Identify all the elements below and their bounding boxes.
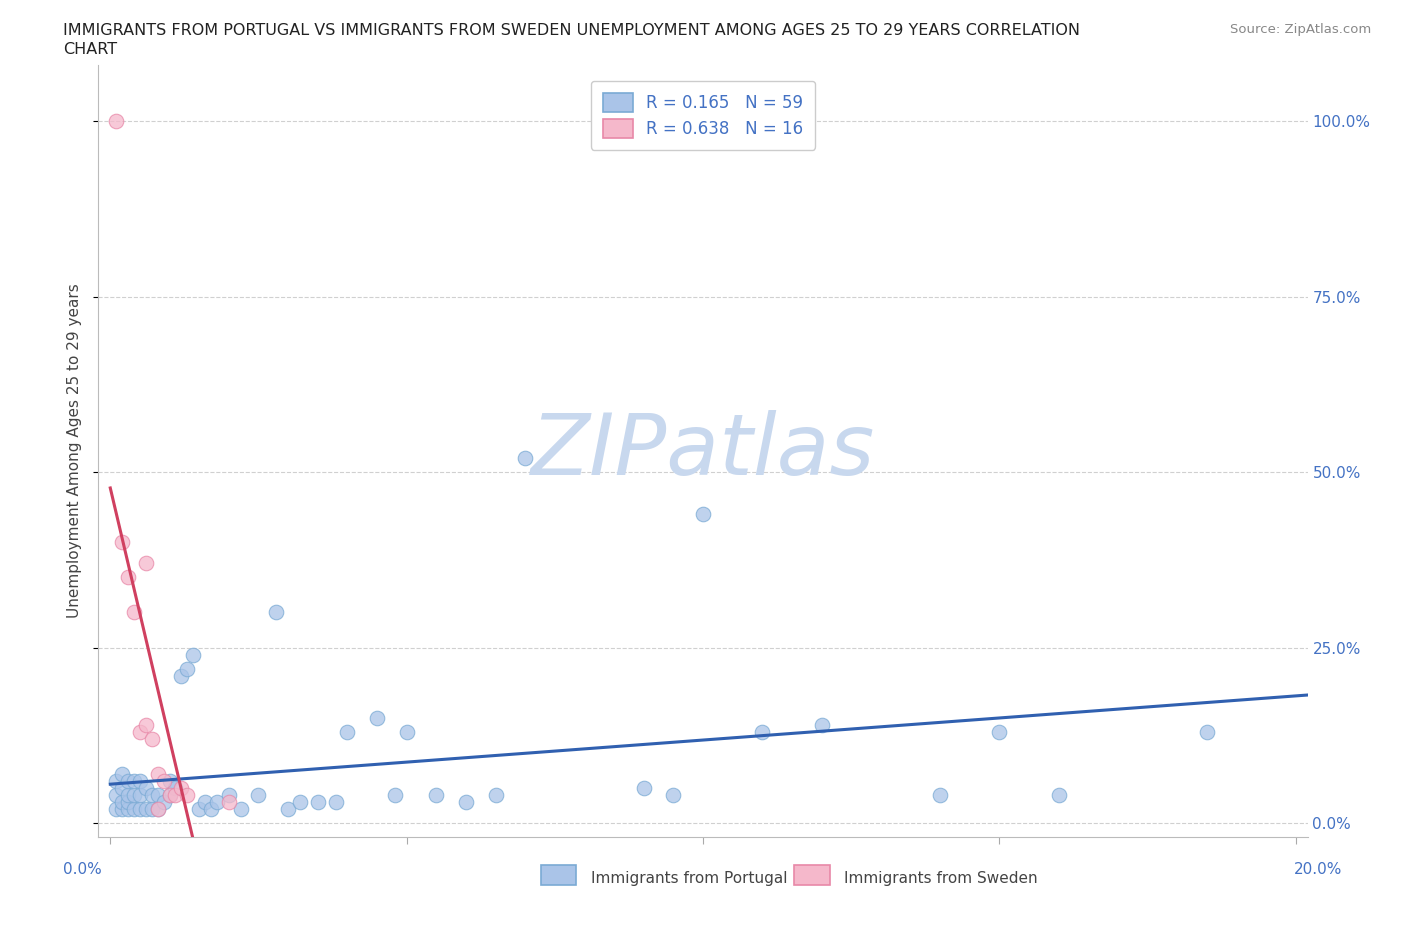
Text: ZIPatlas: ZIPatlas — [531, 409, 875, 493]
Point — [288, 794, 311, 809]
Point — [105, 788, 128, 803]
Point — [633, 780, 655, 795]
Point — [454, 794, 477, 809]
Point — [117, 802, 139, 817]
Point — [366, 711, 388, 725]
Point — [176, 661, 198, 676]
Point — [122, 774, 145, 789]
Point — [247, 788, 270, 803]
Point — [105, 113, 128, 128]
Text: 20.0%: 20.0% — [1295, 862, 1343, 877]
Point — [218, 788, 240, 803]
Point — [111, 766, 134, 781]
Point — [135, 556, 157, 571]
Point — [810, 717, 832, 732]
Text: Immigrants from Portugal: Immigrants from Portugal — [591, 871, 787, 886]
Point — [662, 788, 685, 803]
Point — [129, 774, 152, 789]
Point — [129, 788, 152, 803]
Point — [135, 717, 157, 732]
Point — [218, 794, 240, 809]
Point — [141, 802, 163, 817]
Point — [117, 794, 139, 809]
Point — [122, 605, 145, 620]
Point — [117, 774, 139, 789]
Point — [194, 794, 217, 809]
Point — [117, 570, 139, 585]
Point — [146, 766, 169, 781]
Point — [122, 788, 145, 803]
Point — [146, 802, 169, 817]
Point — [122, 802, 145, 817]
Point — [159, 774, 181, 789]
Point — [325, 794, 347, 809]
FancyBboxPatch shape — [541, 865, 576, 885]
Point — [129, 724, 152, 739]
Point — [395, 724, 418, 739]
Text: Source: ZipAtlas.com: Source: ZipAtlas.com — [1230, 23, 1371, 36]
Point — [988, 724, 1011, 739]
Point — [425, 788, 447, 803]
Point — [165, 788, 187, 803]
Point — [188, 802, 211, 817]
Point — [751, 724, 773, 739]
Point — [141, 731, 163, 746]
Point — [152, 774, 174, 789]
Point — [111, 794, 134, 809]
Point — [146, 802, 169, 817]
FancyBboxPatch shape — [794, 865, 830, 885]
Point — [117, 788, 139, 803]
Point — [129, 802, 152, 817]
Text: Immigrants from Sweden: Immigrants from Sweden — [844, 871, 1038, 886]
Point — [692, 507, 714, 522]
Point — [111, 535, 134, 550]
Point — [200, 802, 222, 817]
Point — [484, 788, 506, 803]
Point — [929, 788, 952, 803]
Point — [111, 780, 134, 795]
Point — [307, 794, 329, 809]
Point — [1195, 724, 1218, 739]
Point — [159, 788, 181, 803]
Point — [336, 724, 359, 739]
Legend: R = 0.165   N = 59, R = 0.638   N = 16: R = 0.165 N = 59, R = 0.638 N = 16 — [591, 81, 815, 150]
Point — [105, 802, 128, 817]
Point — [515, 451, 537, 466]
Point — [135, 802, 157, 817]
Point — [141, 788, 163, 803]
Point — [165, 780, 187, 795]
Point — [170, 780, 193, 795]
Point — [159, 788, 181, 803]
Y-axis label: Unemployment Among Ages 25 to 29 years: Unemployment Among Ages 25 to 29 years — [67, 284, 83, 618]
Point — [277, 802, 299, 817]
Point — [181, 647, 204, 662]
Text: IMMIGRANTS FROM PORTUGAL VS IMMIGRANTS FROM SWEDEN UNEMPLOYMENT AMONG AGES 25 TO: IMMIGRANTS FROM PORTUGAL VS IMMIGRANTS F… — [63, 23, 1080, 38]
Point — [1047, 788, 1070, 803]
Point — [176, 788, 198, 803]
Point — [111, 802, 134, 817]
Point — [152, 794, 174, 809]
Point — [135, 780, 157, 795]
Point — [384, 788, 406, 803]
Point — [205, 794, 228, 809]
Point — [229, 802, 252, 817]
Point — [264, 605, 287, 620]
Text: CHART: CHART — [63, 42, 117, 57]
Text: 0.0%: 0.0% — [63, 862, 103, 877]
Point — [170, 668, 193, 683]
Point — [146, 788, 169, 803]
Point — [105, 774, 128, 789]
